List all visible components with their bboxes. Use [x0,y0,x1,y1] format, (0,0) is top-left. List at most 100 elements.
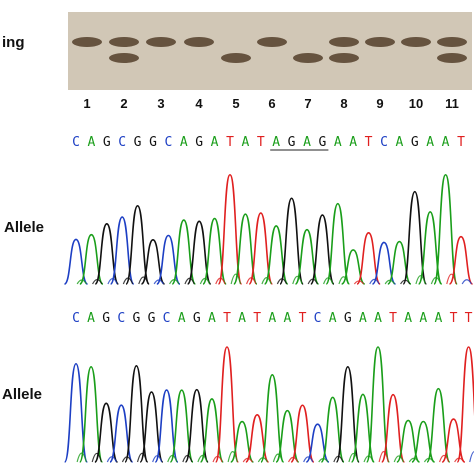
base-call: G [134,135,142,150]
trace-peak [380,393,406,463]
trace-shoulder [152,455,163,463]
base-call: T [226,135,234,150]
lane-number: 9 [376,96,383,111]
gel-band-upper [184,37,214,47]
base-call: A [434,311,442,326]
trace-peak [124,365,149,463]
trace-shoulder [76,452,87,463]
trace-shoulder [227,451,238,463]
base-call: G [318,135,326,150]
trace-shoulder [91,452,102,463]
base-call: A [442,135,450,150]
lane-number: 3 [157,96,164,111]
trace-peak [279,197,304,285]
trace-peak [156,234,181,285]
trace-peak [63,238,89,285]
base-call: A [334,135,342,150]
lane-number: 10 [409,96,423,111]
base-call: A [329,311,337,326]
allele-label-1: Allele [4,219,44,236]
trace-shoulder [182,454,193,463]
lane-number: 8 [340,96,347,111]
base-call: A [211,135,219,150]
base-call: A [268,311,276,326]
lane-number: 5 [232,96,239,111]
trace-shoulder [184,277,195,285]
gel-band-upper [365,37,395,47]
base-call: G [132,311,140,326]
trace-peak [441,418,466,463]
lane-number: 7 [304,96,311,111]
gel-band-lower [293,53,323,63]
base-call: G [193,311,201,326]
trace-shoulder [106,456,117,463]
lane-number: 4 [195,96,203,111]
gel-band-lower [221,53,251,63]
base-call: A [238,311,246,326]
base-call: T [389,311,397,326]
base-call: G [195,135,203,150]
trace-shoulder [415,275,426,285]
trace-shoulder [136,452,148,463]
base-call: T [257,135,265,150]
trace-shoulder [469,451,474,463]
gel-band-lower [329,53,359,63]
trace-peak [365,346,391,463]
allele-label-2: Allele [2,386,42,403]
trace-shoulder [438,454,450,463]
base-call: G [103,135,111,150]
base-call: T [365,135,373,150]
base-call: T [450,311,458,326]
base-call: T [457,135,465,150]
trace-peak [79,233,104,285]
base-call: G [288,135,296,150]
base-call: C [314,311,322,326]
gel-band-lower [109,53,139,63]
trace-peak [109,216,135,285]
base-call: A [87,311,95,326]
base-call: C [72,311,80,326]
base-call: A [87,135,95,150]
base-call: A [208,311,216,326]
base-call: C [380,135,388,150]
gel-band-upper [146,37,176,47]
trace-shoulder [245,277,257,285]
trace-shoulder [393,455,404,463]
trace-shoulder [292,275,303,285]
lane-number: 6 [268,96,275,111]
gel-band-lower [437,53,467,63]
trace-shoulder [272,453,284,463]
base-call: G [148,311,156,326]
lane-number: 1 [83,96,90,111]
trace-shoulder [378,451,389,463]
base-call: C [164,135,172,150]
trace-peak [433,173,458,285]
trace-peak [217,173,243,285]
trace-peak [456,346,474,463]
trace-peak [94,223,120,285]
trace-peak [335,366,360,463]
lane-number: 2 [120,96,127,111]
trace-peak [448,235,474,285]
chromatogram-1 [63,173,474,285]
trace-shoulder [138,276,149,285]
base-call: A [178,311,186,326]
trace-peak [125,205,150,285]
trace-peak [310,214,335,285]
base-call: A [374,311,382,326]
trace-shoulder [230,273,241,285]
gel-bands [72,37,467,63]
base-call: A [303,135,311,150]
gel-band-upper [109,37,139,47]
gel-background [68,12,472,90]
trace-shoulder [348,452,359,463]
trace-peak [214,346,240,463]
gel-band-upper [401,37,431,47]
gel-label: ing [2,34,25,51]
trace-peak [260,374,285,463]
gel-band-upper [72,37,102,47]
